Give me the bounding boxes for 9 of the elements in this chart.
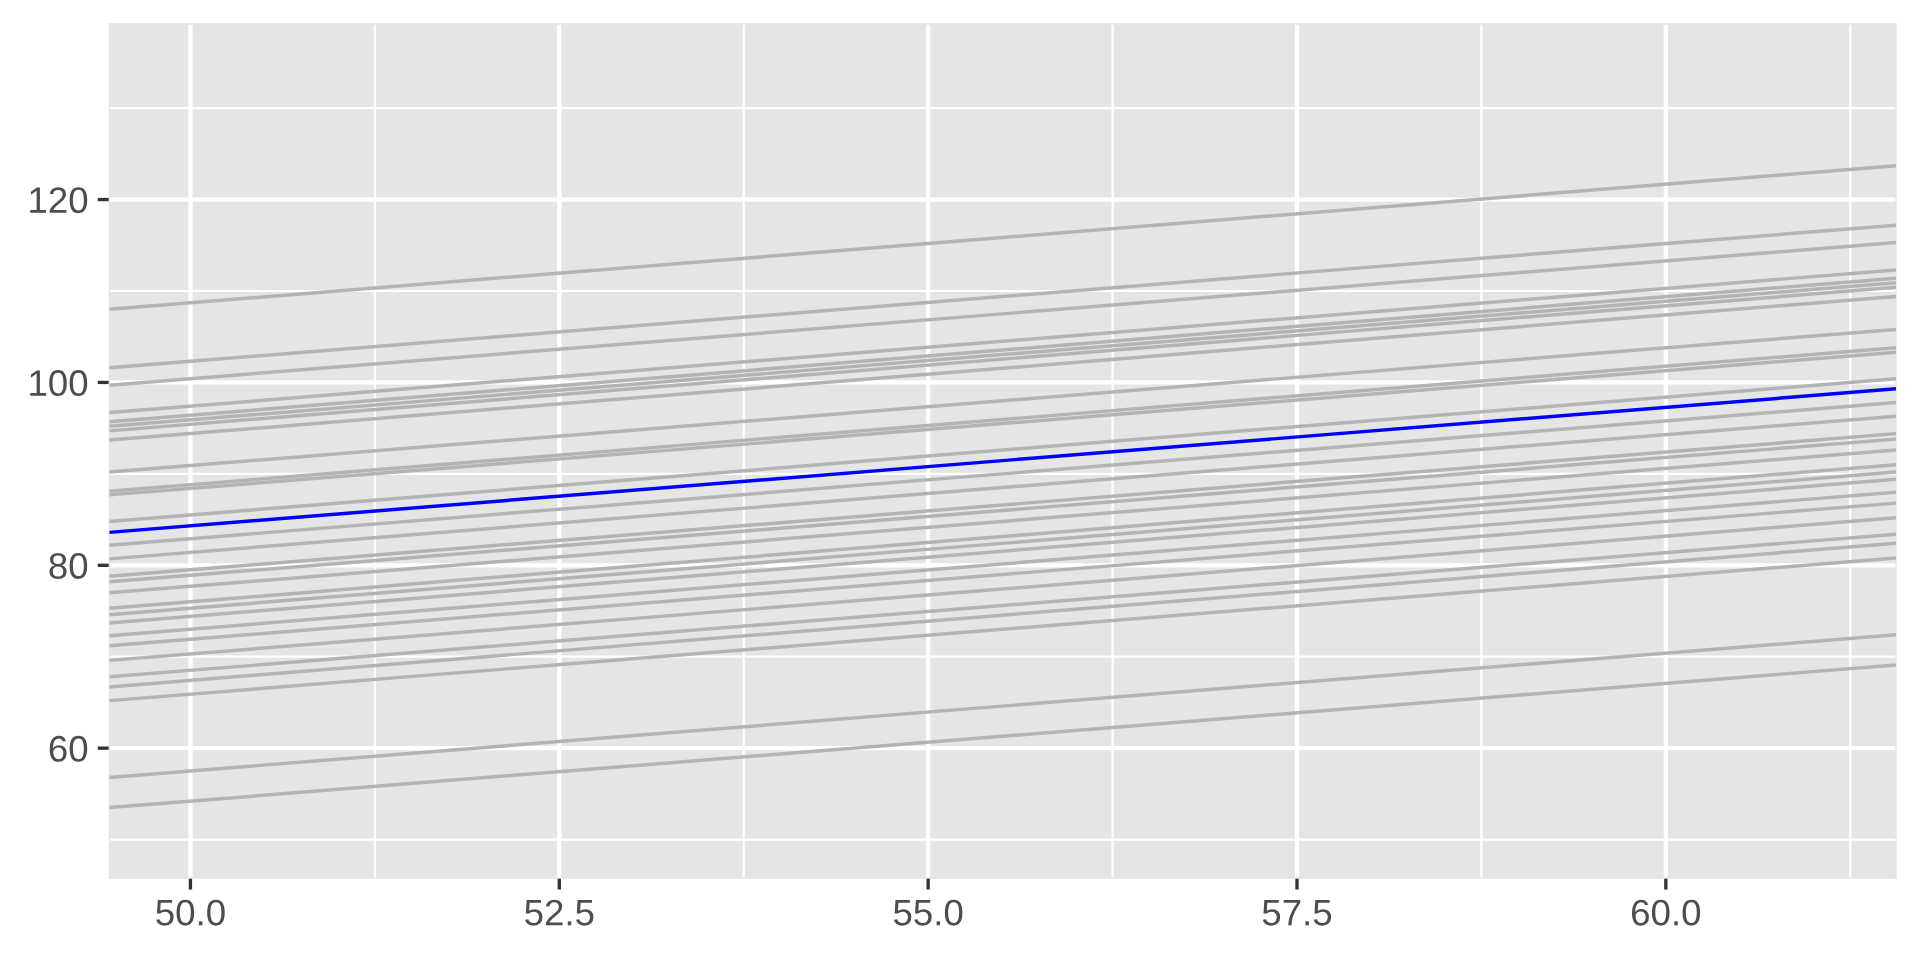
y-tick-label: 100 (30, 370, 88, 397)
x-tick-label: 57.5 (1262, 900, 1332, 926)
x-tick-label: 50.0 (156, 899, 225, 926)
y-tick-label: 80 (49, 552, 88, 579)
y-tick-label: 120 (30, 187, 88, 214)
y-tick-label: 60 (49, 735, 88, 762)
x-tick-label: 55.0 (893, 899, 963, 926)
x-tick-label: 52.5 (525, 899, 594, 926)
x-tick-label: 60.0 (1632, 899, 1701, 926)
